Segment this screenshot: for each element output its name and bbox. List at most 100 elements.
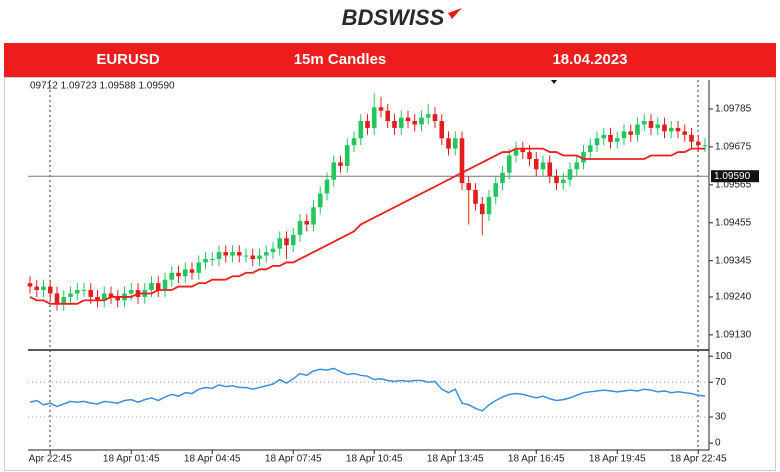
candle-body: [398, 117, 404, 128]
candle-body: [54, 293, 60, 304]
candle-body: [115, 296, 121, 301]
candle-body: [621, 131, 627, 139]
date: 18.04.2023: [552, 51, 627, 68]
candle-body: [533, 158, 539, 170]
candle-body: [493, 183, 499, 197]
candle-body: [560, 179, 566, 184]
y-tick-label: 1.09455: [715, 217, 752, 228]
candle-body: [554, 176, 559, 184]
chart-frame: [4, 77, 776, 471]
candle-body: [324, 179, 330, 194]
y-tick-label: 1.09240: [715, 292, 752, 303]
candle-body: [486, 196, 492, 215]
candle-body: [95, 296, 100, 301]
candle-body: [405, 117, 411, 122]
candle-body: [304, 221, 310, 225]
candle-body: [128, 290, 134, 294]
cursor-marker: [551, 80, 557, 84]
candle-body: [479, 203, 485, 215]
candle-body: [500, 172, 505, 184]
symbol: EURUSD: [96, 51, 160, 68]
x-tick-label: Apr 22:45: [29, 454, 73, 465]
candle-body: [601, 134, 607, 139]
candle-body: [162, 279, 168, 291]
indicator-line: [29, 367, 706, 412]
candle-body: [419, 117, 424, 125]
candle-body: [641, 121, 647, 125]
x-tick-label: 18 Apr 16:45: [508, 454, 565, 465]
candle-body: [371, 107, 377, 128]
candle-body: [338, 162, 343, 166]
candle-body: [452, 138, 458, 149]
candle-body: [290, 234, 296, 246]
y-tick-label: 1.09345: [715, 255, 752, 266]
candle-body: [230, 252, 235, 256]
x-tick-label: 18 Apr 13:45: [427, 454, 484, 465]
candle-body: [358, 121, 364, 139]
candle-body: [608, 134, 613, 142]
candle-body: [203, 258, 208, 263]
candle-body: [257, 255, 262, 259]
candle-body: [520, 148, 526, 153]
candle-body: [378, 107, 384, 111]
y-tick-label: 100: [715, 351, 732, 362]
candle-body: [702, 145, 708, 147]
candle-body: [351, 138, 357, 146]
candle-body: [581, 152, 586, 163]
candle-body: [567, 169, 573, 180]
candle-body: [331, 162, 337, 180]
y-tick-label: 70: [715, 377, 727, 388]
x-tick-label: 18 Apr 07:45: [265, 454, 322, 465]
x-tick-label: 18 Apr 10:45: [346, 454, 403, 465]
candle-body: [284, 238, 289, 246]
candle-body: [236, 252, 242, 256]
candle-body: [176, 272, 181, 277]
price-label: 1.09590: [714, 171, 751, 182]
candle-body: [223, 252, 229, 256]
candle-body: [108, 293, 114, 297]
candle-body: [155, 283, 161, 291]
timeframe: 15m Candles: [294, 51, 387, 68]
candle-body: [68, 293, 73, 297]
logo: BDSWISS: [342, 5, 445, 30]
moving-average: [29, 147, 705, 305]
candle-body: [513, 148, 519, 156]
candle-body: [297, 221, 303, 235]
candle-body: [365, 121, 370, 128]
candle-body: [34, 286, 40, 291]
candle-body: [149, 283, 154, 291]
candle-body: [47, 286, 53, 294]
candle-body: [243, 255, 249, 257]
candle-body: [277, 238, 283, 249]
y-tick-label: 1.09675: [715, 142, 752, 153]
x-tick-label: 18 Apr 04:45: [184, 454, 241, 465]
candle-body: [209, 258, 215, 260]
candle-body: [81, 290, 87, 292]
candle-body: [189, 269, 195, 273]
x-tick-label: 18 Apr 22:45: [670, 454, 727, 465]
candle-body: [27, 283, 33, 287]
candle-body: [635, 124, 640, 135]
candle-body: [432, 114, 438, 122]
ohlc-info: 09712 1.09723 1.09588 1.09590: [30, 81, 175, 92]
candle-body: [311, 207, 316, 225]
candle-body: [270, 248, 276, 253]
candle-body: [540, 162, 546, 170]
candle-body: [473, 190, 478, 204]
y-tick-label: 1.09565: [715, 179, 752, 190]
candle-body: [182, 269, 188, 277]
x-tick-label: 18 Apr 01:45: [103, 454, 160, 465]
y-tick-label: 1.09785: [715, 104, 752, 115]
candle-body: [574, 162, 580, 170]
candle-body: [41, 286, 46, 291]
candle-body: [392, 121, 397, 128]
candle-body: [466, 183, 472, 191]
y-tick-label: 0: [715, 438, 721, 449]
candle-body: [439, 121, 445, 139]
candle-body: [695, 141, 701, 146]
candle-body: [648, 121, 654, 128]
candle-body: [682, 131, 688, 135]
candle-body: [628, 131, 634, 135]
